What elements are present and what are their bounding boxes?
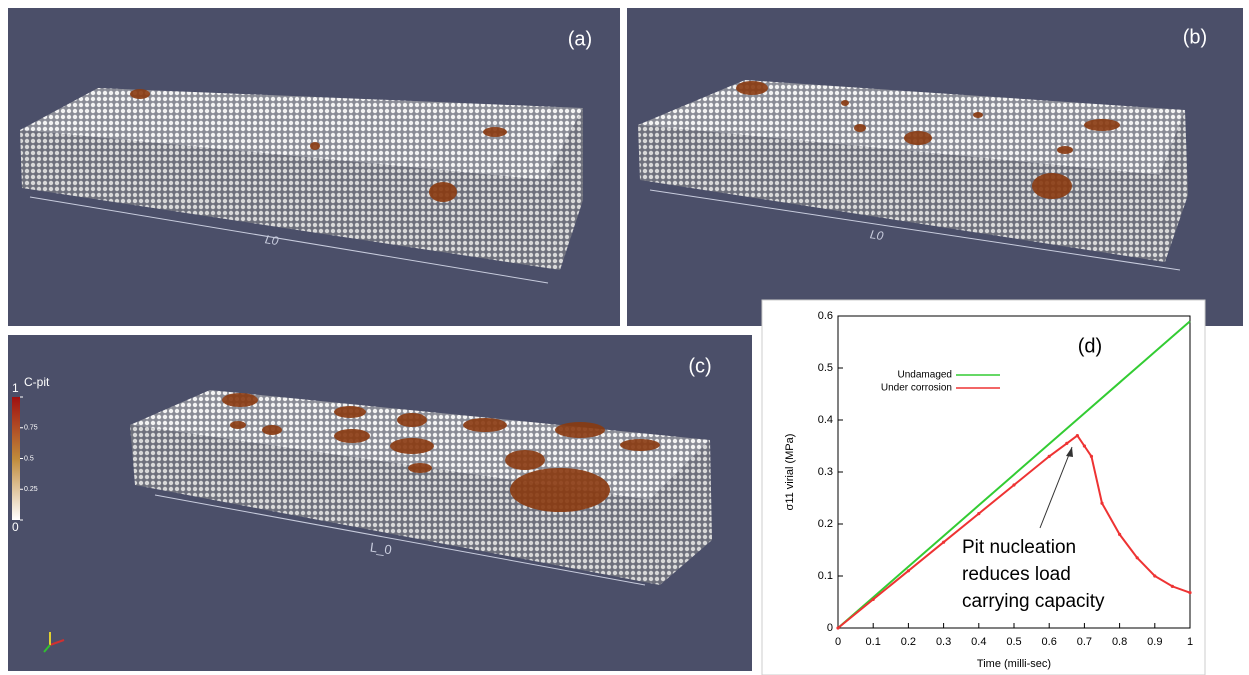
x-tick-label: 0.1 — [866, 636, 881, 648]
point — [1012, 483, 1015, 486]
x-tick-label: 0.2 — [901, 636, 916, 648]
point — [1090, 455, 1093, 458]
y-tick-label: 0.2 — [818, 518, 833, 530]
annotation: carrying capacity — [962, 591, 1105, 612]
x-tick-label: 1 — [1187, 636, 1193, 648]
y-tick-label: 0.3 — [818, 466, 833, 478]
point — [836, 626, 839, 629]
point — [1136, 556, 1139, 559]
x-tick-label: 0.3 — [936, 636, 951, 648]
figure: L0 (a) L0 (b) L_0 (c) C-pit (d) Time (mi… — [0, 0, 1249, 675]
y-tick-label: 0.5 — [818, 362, 833, 374]
panel-label: (c) — [688, 355, 711, 377]
y-tick-label: 0 — [827, 622, 833, 634]
x-tick-label: 0.9 — [1147, 636, 1162, 648]
point — [1048, 455, 1051, 458]
point — [977, 512, 980, 515]
colorbar — [12, 397, 20, 520]
y-tick-label: 0.1 — [818, 570, 833, 582]
y-tick-label: 0.6 — [818, 310, 833, 322]
x-tick-label: 0.7 — [1077, 636, 1092, 648]
y-tick-label: 0.4 — [818, 414, 833, 426]
colorbar-tick-label: 0.5 — [24, 455, 34, 462]
point — [1076, 434, 1079, 437]
point — [1171, 585, 1174, 588]
colorbar-tick-label: 1 — [12, 381, 19, 395]
panel-label: (b) — [1183, 26, 1207, 48]
point — [1188, 591, 1191, 594]
colorbar-title: C-pit — [24, 375, 50, 389]
panel-label: (d) — [1078, 335, 1102, 357]
point — [872, 598, 875, 601]
point — [1100, 502, 1103, 505]
x-tick-label: 0.4 — [971, 636, 986, 648]
panel-d — [762, 300, 1205, 675]
colorbar-tick-label: 0 — [12, 520, 19, 534]
point — [942, 541, 945, 544]
x-tick-label: 0.6 — [1042, 636, 1057, 648]
length-label: L0 — [869, 227, 884, 243]
length-label: L0 — [264, 232, 280, 248]
legend-label: Undamaged — [898, 370, 952, 381]
panel-label: (a) — [568, 28, 592, 50]
annotation: reduces load — [962, 564, 1071, 585]
point — [1065, 442, 1068, 445]
annotation: Pit nucleation — [962, 537, 1076, 558]
point — [907, 569, 910, 572]
length-label: L_0 — [369, 540, 393, 558]
point — [1153, 574, 1156, 577]
x-tick-label: 0.5 — [1006, 636, 1021, 648]
y-axis-title: σ11 virial (MPa) — [784, 434, 796, 511]
x-tick-label: 0 — [835, 636, 841, 648]
legend-label: Under corrosion — [881, 383, 952, 394]
colorbar-tick-label: 0.25 — [24, 486, 38, 493]
colorbar-tick-label: 0.75 — [24, 425, 38, 432]
point — [1083, 444, 1086, 447]
x-tick-label: 0.8 — [1112, 636, 1127, 648]
x-axis-title: Time (milli-sec) — [977, 658, 1051, 670]
point — [1118, 533, 1121, 536]
